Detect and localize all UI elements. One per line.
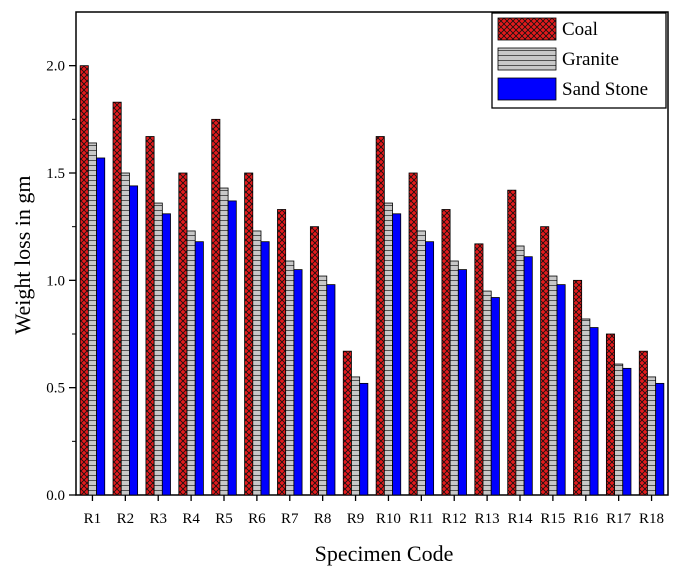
bar-sand-stone-r8 [326, 284, 336, 496]
y-tick-label: 0.0 [46, 488, 65, 504]
bar-granite-r1 [87, 142, 97, 496]
legend-label-coal: Coal [562, 19, 598, 40]
bar-granite-r11 [416, 230, 426, 496]
x-tick-label: R18 [639, 511, 664, 527]
bar-sand-stone-r1 [96, 157, 106, 496]
bar-granite-r12 [449, 260, 459, 496]
bar-coal-r17 [605, 333, 615, 496]
bar-granite-r9 [351, 376, 361, 496]
x-tick-label: R4 [182, 511, 200, 527]
bar-sand-stone-r16 [589, 327, 599, 496]
x-tick-label: R6 [248, 511, 266, 527]
x-axis-title: Specimen Code [315, 541, 454, 566]
bar-sand-stone-r4 [194, 241, 204, 496]
y-axis-title: Weight loss in gm [10, 176, 35, 335]
legend-label-granite: Granite [562, 49, 619, 70]
bar-coal-r1 [79, 65, 89, 496]
bar-granite-r18 [647, 376, 657, 496]
x-tick-label: R12 [442, 511, 467, 527]
bar-sand-stone-r3 [161, 213, 171, 496]
bar-coal-r13 [474, 243, 484, 496]
x-tick-label: R17 [606, 511, 632, 527]
bar-coal-r2 [112, 101, 122, 496]
x-tick-label: R2 [117, 511, 135, 527]
bar-sand-stone-r12 [457, 269, 467, 496]
y-tick-label: 1.0 [46, 273, 65, 289]
x-tick-label: R9 [347, 511, 365, 527]
bars-group [79, 65, 665, 496]
bar-coal-r18 [638, 350, 648, 496]
legend-swatch-sand-stone [497, 77, 557, 101]
bar-granite-r6 [252, 230, 262, 496]
bar-granite-r7 [285, 260, 295, 496]
plot-area [75, 11, 669, 496]
legend: Coal Granite Sand Stone [491, 12, 667, 109]
x-axis: R1 R2 R3 R4 R5 R6 R7 R8 R9 R10 R11 R12 R13 R14 R15 R16 R… [84, 495, 664, 527]
legend-swatch-coal [497, 17, 557, 41]
bar-coal-r7 [277, 209, 287, 496]
bar-granite-r16 [581, 318, 591, 496]
bar-granite-r2 [120, 172, 130, 496]
bar-coal-r3 [145, 136, 155, 496]
bar-coal-r12 [441, 209, 451, 496]
bar-sand-stone-r9 [359, 382, 369, 496]
bar-sand-stone-r17 [622, 367, 632, 496]
bar-granite-r15 [548, 275, 558, 496]
bar-coal-r9 [342, 350, 352, 496]
bar-coal-r10 [375, 136, 385, 496]
x-tick-label: R14 [507, 511, 533, 527]
bar-coal-r11 [408, 172, 418, 496]
bar-sand-stone-r2 [129, 185, 139, 496]
bar-coal-r8 [309, 226, 319, 496]
bar-granite-r14 [515, 245, 525, 496]
bar-granite-r5 [219, 187, 229, 496]
bar-granite-r8 [318, 275, 328, 496]
x-tick-label: R8 [314, 511, 332, 527]
bar-coal-r6 [244, 172, 254, 496]
bar-sand-stone-r15 [556, 284, 566, 496]
bar-coal-r5 [211, 118, 221, 496]
bar-granite-r10 [383, 202, 393, 496]
y-tick-label: 2.0 [46, 59, 65, 75]
x-tick-label: R3 [149, 511, 167, 527]
legend-swatch-granite [497, 47, 557, 71]
bar-granite-r13 [482, 290, 492, 496]
bar-granite-r17 [614, 363, 624, 496]
bar-sand-stone-r10 [392, 213, 402, 496]
bar-sand-stone-r13 [490, 297, 500, 496]
y-axis: 0.0 0.5 1.0 1.5 2.0 [46, 59, 76, 504]
bar-coal-r16 [573, 279, 583, 496]
x-tick-label: R16 [573, 511, 599, 527]
x-tick-label: R10 [376, 511, 401, 527]
bar-coal-r4 [178, 172, 188, 496]
bar-coal-r15 [540, 226, 550, 496]
bar-granite-r3 [153, 202, 163, 496]
bar-sand-stone-r5 [227, 200, 237, 496]
bar-granite-r4 [186, 230, 196, 496]
x-tick-label: R11 [409, 511, 433, 527]
y-tick-label: 0.5 [46, 381, 65, 397]
bar-sand-stone-r14 [523, 256, 533, 496]
x-tick-label: R15 [540, 511, 565, 527]
x-tick-label: R13 [475, 511, 500, 527]
bar-coal-r14 [507, 189, 517, 496]
bar-sand-stone-r11 [425, 241, 435, 496]
bar-sand-stone-r7 [293, 269, 303, 496]
x-tick-label: R5 [215, 511, 233, 527]
legend-label-sand-stone: Sand Stone [562, 79, 648, 100]
plot-frame [75, 11, 669, 496]
y-tick-label: 1.5 [46, 166, 65, 182]
x-tick-label: R1 [84, 511, 102, 527]
x-tick-label: R7 [281, 511, 299, 527]
bar-sand-stone-r6 [260, 241, 270, 496]
bar-sand-stone-r18 [655, 382, 665, 496]
